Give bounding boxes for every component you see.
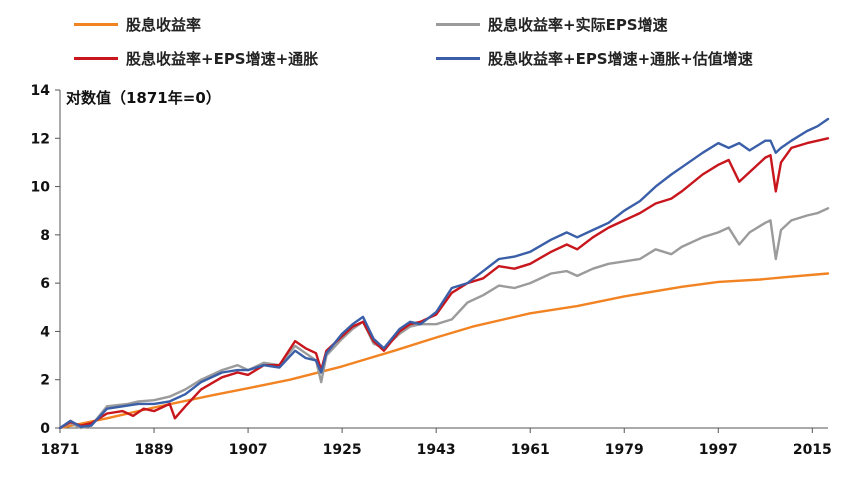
series-layer (58, 117, 830, 430)
legend-item-inflation: 股息收益率+EPS增速+通胀 (74, 48, 318, 69)
legend-item-real-eps: 股息收益率+实际EPS增速 (436, 14, 668, 35)
x-tick-label: 1907 (229, 442, 268, 458)
legend-label-inflation: 股息收益率+EPS增速+通胀 (126, 50, 319, 68)
x-tick-label: 2015 (793, 442, 832, 458)
y-tick-label: 6 (40, 276, 50, 292)
y-tick-label: 12 (31, 131, 50, 147)
y-tick-label: 0 (40, 421, 50, 437)
x-axis: 1871 1889 1907 1925 1943 1961 1979 1997 2015 (41, 427, 832, 458)
y-tick-label: 8 (40, 228, 50, 244)
y-tick-label: 10 (31, 180, 51, 196)
legend-label-dividend: 股息收益率 (126, 16, 202, 34)
series-line-dividend (58, 272, 830, 430)
series-line-real-eps (58, 207, 830, 430)
series-line-valuation (58, 117, 830, 430)
legend-swatch-real-eps (436, 23, 480, 26)
legend-item-valuation: 股息收益率+EPS增速+通胀+估值增速 (436, 48, 753, 69)
x-tick-label: 1961 (511, 442, 550, 458)
x-tick-label: 1943 (417, 442, 456, 458)
y-axis: 0 2 4 6 8 10 12 14 (31, 83, 61, 437)
x-tick-label: 1979 (605, 442, 644, 458)
x-tick-label: 1997 (699, 442, 738, 458)
legend-label-real-eps: 股息收益率+实际EPS增速 (488, 16, 668, 34)
x-tick-label: 1871 (41, 442, 80, 458)
legend-label-valuation: 股息收益率+EPS增速+通胀+估值增速 (488, 50, 753, 68)
legend-swatch-valuation (436, 57, 480, 60)
x-tick-label: 1889 (135, 442, 174, 458)
x-tick-label: 1925 (323, 442, 362, 458)
legend-item-dividend: 股息收益率 (74, 14, 201, 35)
unit-label: 对数值（1871年=0） (66, 89, 221, 107)
y-tick-label: 2 (40, 373, 50, 389)
legend-swatch-inflation (74, 57, 118, 60)
series-line-inflation (58, 137, 830, 430)
y-tick-label: 14 (31, 83, 51, 99)
legend-swatch-dividend (74, 23, 118, 26)
y-tick-label: 4 (40, 324, 50, 340)
